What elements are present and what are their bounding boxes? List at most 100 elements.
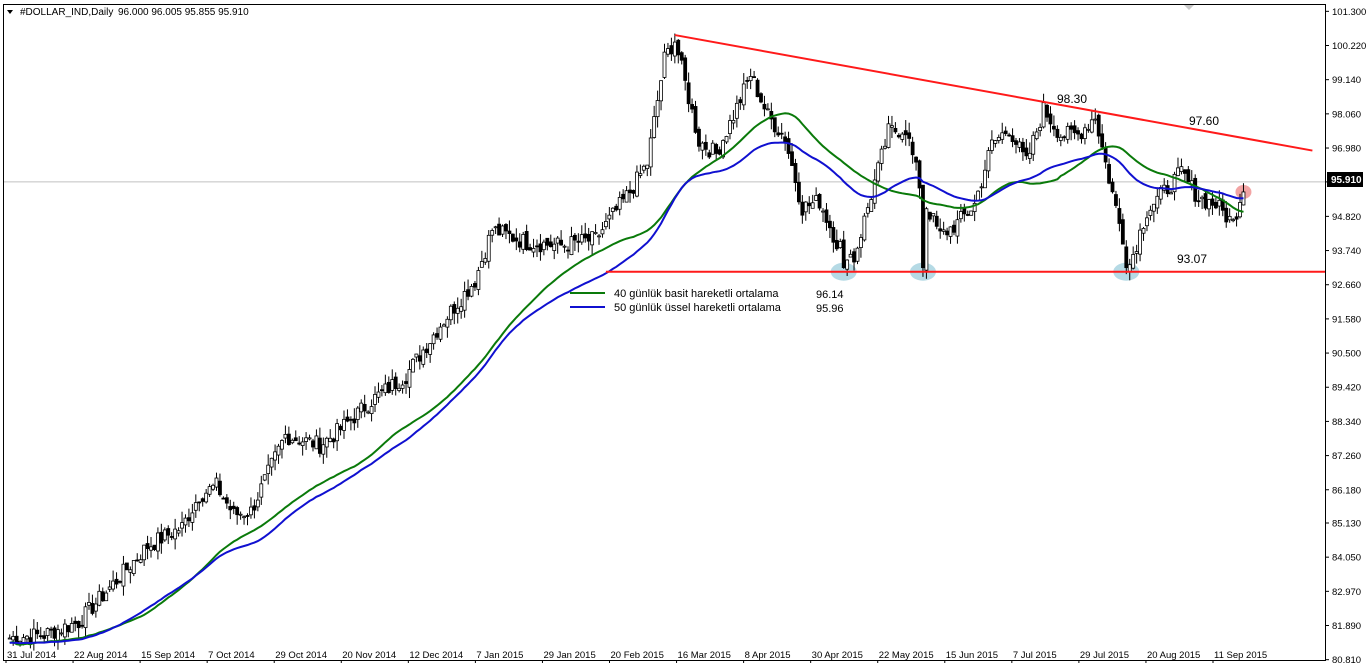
- candle-body: [335, 423, 340, 442]
- candle-body: [328, 437, 333, 442]
- candle-body: [624, 190, 629, 203]
- candle-body: [635, 171, 639, 197]
- candle-body: [307, 437, 312, 440]
- candle-body: [683, 57, 688, 81]
- candle-body: [1096, 114, 1101, 137]
- candle-body: [555, 237, 560, 244]
- candle-body: [214, 477, 219, 488]
- candle-body: [604, 220, 608, 228]
- candle-body: [834, 239, 839, 250]
- candle-body: [972, 202, 977, 212]
- candle-body: [466, 289, 470, 297]
- candle-body: [479, 261, 484, 268]
- candle-body: [504, 224, 508, 232]
- trend-label-98-30: 98.30: [1057, 92, 1087, 106]
- trendlines: [605, 34, 1325, 273]
- candle-body: [373, 393, 377, 405]
- candle-body: [252, 505, 257, 511]
- candle-body: [845, 259, 850, 270]
- candle-body: [1151, 203, 1156, 212]
- candle-body: [73, 620, 78, 624]
- candle-body: [273, 451, 277, 461]
- candle-body: [1027, 152, 1032, 159]
- candle-body: [1007, 134, 1012, 137]
- y-tick-label: 80.810: [1332, 655, 1361, 665]
- symbol-title: #DOLLAR_IND,Daily: [20, 7, 113, 18]
- candle-body: [1186, 169, 1191, 183]
- candle-body: [31, 628, 36, 644]
- candle-body: [1172, 173, 1177, 193]
- current-price-box: [1327, 172, 1363, 187]
- candle-body: [583, 233, 588, 239]
- candle-body: [152, 544, 157, 551]
- candle-body: [442, 324, 446, 327]
- legend-value-sma: 96.14: [816, 289, 844, 301]
- candle-body: [138, 559, 143, 563]
- candle-body: [93, 603, 98, 612]
- x-tick-label: 11 Sep 2015: [1214, 650, 1267, 661]
- candle-body: [1052, 125, 1056, 130]
- candle-body: [197, 501, 202, 504]
- candle-body: [311, 440, 315, 448]
- candle-body: [317, 437, 322, 454]
- candle-body: [118, 580, 122, 583]
- candle-body: [893, 127, 898, 133]
- candle-body: [655, 100, 660, 118]
- candle-body: [1017, 141, 1022, 148]
- candle-body: [1227, 215, 1232, 221]
- candle-body: [969, 210, 974, 216]
- candle-body: [548, 241, 553, 248]
- legend-label-ema: 50 günlük üssel hareketli ortalama: [614, 302, 782, 314]
- x-tick-label: 8 Apr 2015: [745, 650, 791, 661]
- candle-body: [652, 116, 657, 138]
- candle-body: [1024, 147, 1029, 157]
- plot-frame: [3, 4, 1326, 661]
- candle-body: [45, 628, 50, 636]
- candle-body: [35, 629, 40, 635]
- candle-body: [59, 632, 64, 635]
- candle-body: [87, 602, 91, 606]
- y-tick-label: 92.660: [1332, 280, 1361, 291]
- candle-body: [800, 201, 805, 216]
- candle-body: [66, 625, 71, 633]
- trend-label-97-60: 97.60: [1189, 114, 1219, 128]
- shift-marker-icon[interactable]: [1184, 5, 1194, 10]
- candle-body: [958, 211, 963, 220]
- candle-body: [411, 358, 415, 373]
- candle-body: [342, 418, 346, 431]
- candle-body: [431, 334, 436, 345]
- candle-body: [69, 623, 74, 633]
- moving-averages: [9, 112, 1244, 646]
- candle-body: [948, 226, 953, 237]
- y-tick-label: 81.890: [1332, 621, 1361, 632]
- candle-body: [1083, 127, 1087, 139]
- candle-body: [731, 119, 736, 124]
- candle-body: [848, 253, 853, 258]
- candle-body: [1231, 219, 1236, 222]
- x-tick-label: 15 Sep 2014: [141, 650, 195, 661]
- candle-body: [831, 227, 836, 243]
- support-label-93-07: 93.07: [1177, 252, 1207, 266]
- y-tick-label: 98.060: [1332, 109, 1361, 120]
- candle-body: [1079, 133, 1084, 140]
- candle-body: [90, 602, 95, 614]
- candle-body: [407, 369, 412, 388]
- candle-body: [824, 209, 829, 223]
- candle-body: [11, 636, 16, 641]
- candle-body: [159, 531, 164, 544]
- chevron-down-icon[interactable]: [7, 10, 13, 14]
- candle-body: [1065, 126, 1070, 140]
- x-tick-label: 22 May 2015: [879, 650, 934, 661]
- candle-body: [1048, 113, 1053, 125]
- y-tick-label: 89.420: [1332, 383, 1361, 394]
- x-tick-label: 20 Nov 2014: [342, 650, 396, 661]
- candle-body: [514, 237, 519, 242]
- candle-body: [417, 355, 422, 362]
- current-price-label: 95.910: [1331, 175, 1362, 186]
- candle-body: [772, 117, 777, 133]
- candle-body: [879, 148, 884, 164]
- candle-body: [276, 445, 281, 456]
- candle-body: [1207, 199, 1211, 210]
